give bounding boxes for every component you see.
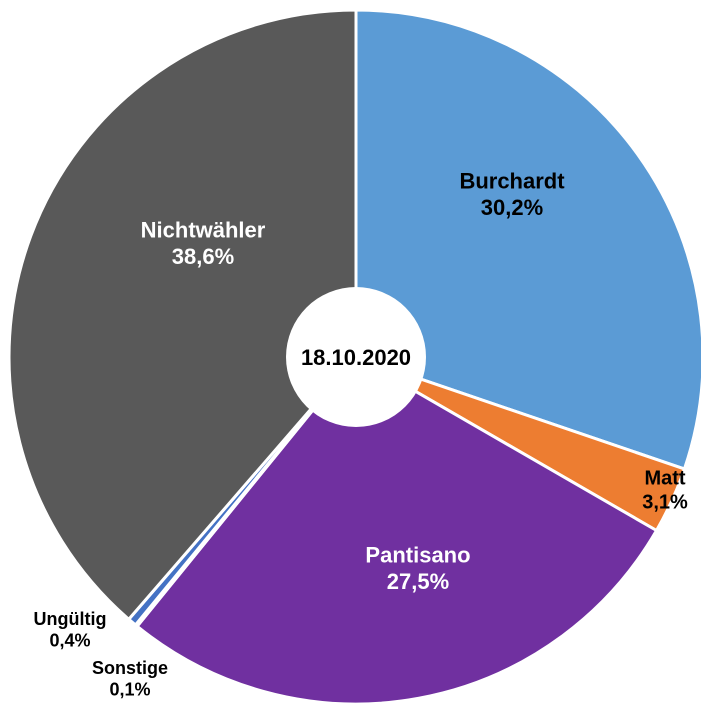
slices bbox=[7, 8, 701, 706]
value-label: 27,5% bbox=[387, 569, 449, 594]
slice-label: Matt bbox=[644, 467, 685, 489]
center-label: 18.10.2020 bbox=[301, 345, 411, 370]
slice bbox=[135, 355, 659, 706]
value-label: 38,6% bbox=[172, 244, 234, 269]
value-label: 0,4% bbox=[49, 631, 90, 651]
value-label: 30,2% bbox=[481, 195, 543, 220]
slice-label: Nichtwähler bbox=[141, 218, 266, 243]
value-label: 3,1% bbox=[642, 491, 688, 513]
slice bbox=[354, 8, 701, 471]
slice-label: Burchardt bbox=[459, 169, 565, 194]
slice bbox=[7, 8, 358, 622]
donut-hole bbox=[286, 287, 426, 427]
value-label: 0,1% bbox=[109, 680, 150, 700]
slice-label: Sonstige bbox=[92, 658, 168, 678]
slice-label: Pantisano bbox=[365, 543, 470, 568]
slice-label: Ungültig bbox=[34, 609, 107, 629]
